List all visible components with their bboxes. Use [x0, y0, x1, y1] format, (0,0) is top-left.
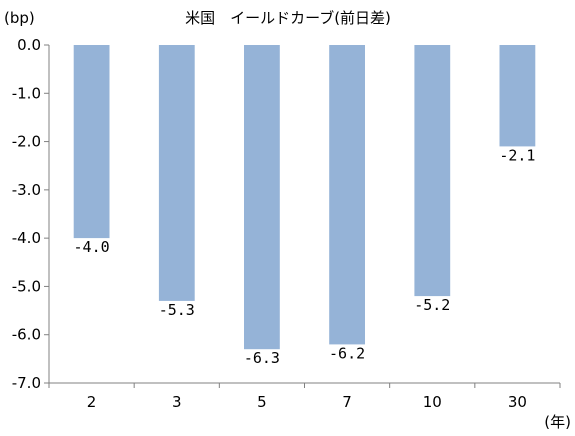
- data-label: -2.1: [499, 146, 535, 164]
- bars-layer: [73, 45, 536, 350]
- data-label: -5.3: [159, 301, 195, 319]
- chart-title: 米国 イールドカーブ(前日差): [185, 9, 391, 27]
- x-tick-label: 10: [423, 393, 442, 411]
- y-tick-label: 0.0: [17, 36, 41, 54]
- x-tick-label: 30: [508, 393, 527, 411]
- bar-2: [73, 45, 110, 239]
- y-tick-label: -6.0: [12, 326, 41, 344]
- y-tick-label: -1.0: [12, 84, 41, 102]
- data-label: -4.0: [74, 238, 110, 256]
- data-label: -6.2: [329, 344, 365, 362]
- y-tick-label: -5.0: [12, 277, 41, 295]
- x-tick-label: 7: [342, 393, 352, 411]
- bar-30: [499, 45, 536, 147]
- labels-layer: 0.0 -1.0 -2.0 -3.0 -4.0 -5.0 -6.0 -7.0 2 3 5 7 10 30 -…: [12, 36, 536, 411]
- bar-7: [329, 45, 365, 345]
- data-label: -5.2: [414, 296, 450, 314]
- y-tick-label: -7.0: [12, 374, 41, 392]
- data-label: -6.3: [244, 349, 280, 367]
- bar-5: [244, 45, 280, 350]
- y-tick-label: -2.0: [12, 133, 41, 151]
- x-tick-label: 3: [172, 393, 182, 411]
- axes-layer: [44, 44, 561, 388]
- x-tick-label: 5: [257, 393, 267, 411]
- y-tick-label: -4.0: [12, 229, 41, 247]
- x-axis-unit-label: (年): [544, 413, 571, 431]
- bar-10: [414, 45, 451, 297]
- x-tick-label: 2: [87, 393, 97, 411]
- y-axis-unit-label: (bp): [4, 9, 35, 27]
- y-tick-label: -3.0: [12, 181, 41, 199]
- bar-3: [158, 45, 195, 301]
